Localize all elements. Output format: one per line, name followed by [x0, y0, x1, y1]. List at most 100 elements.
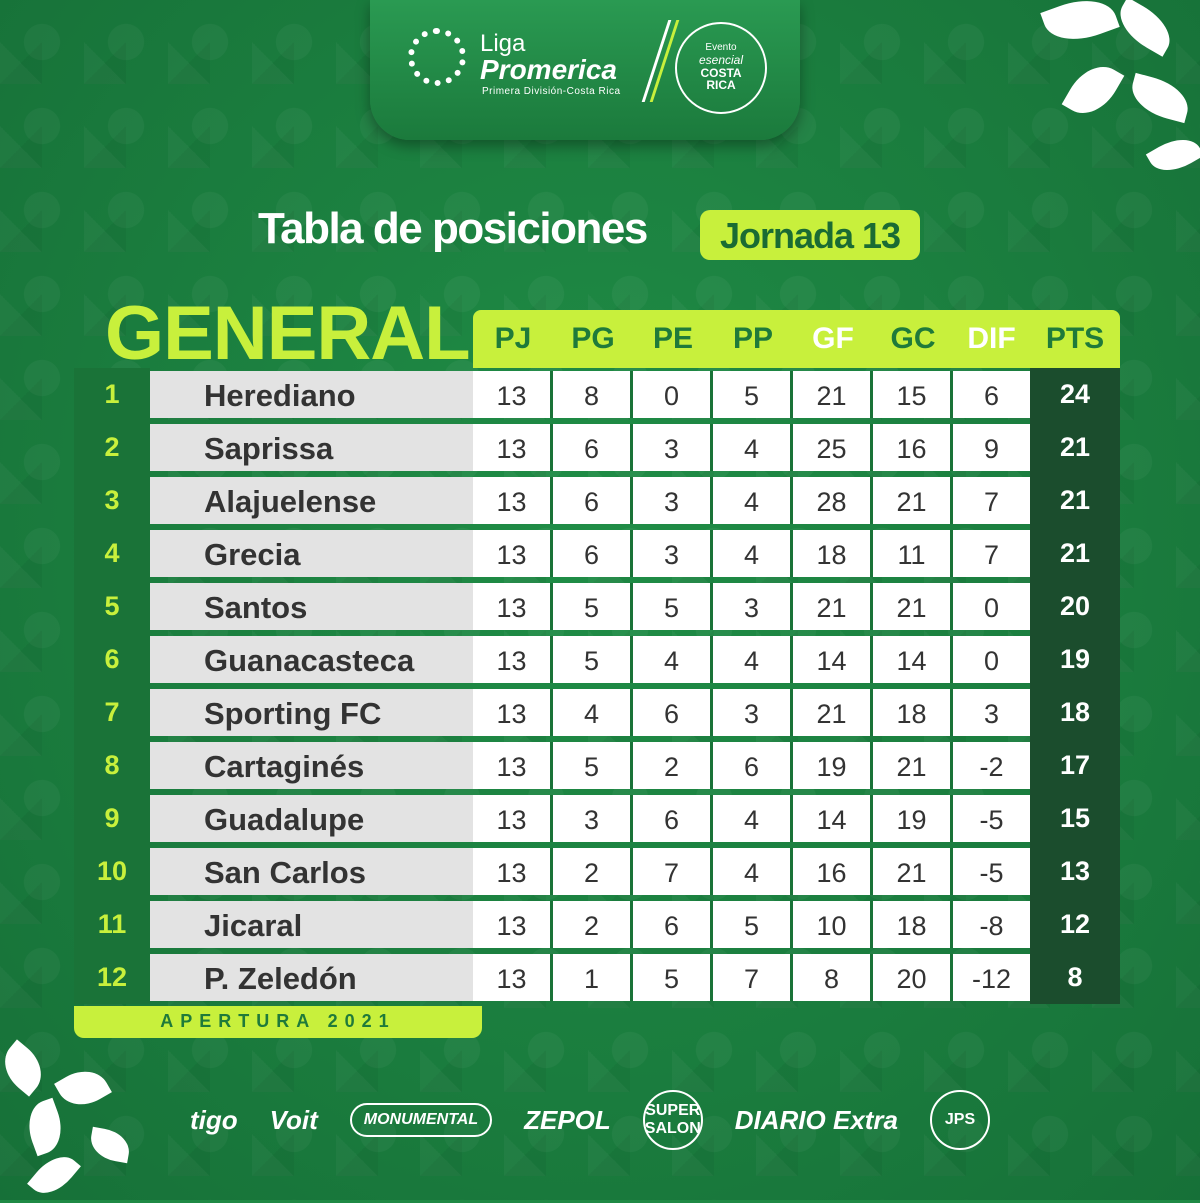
stat-cell-pp: 6	[713, 742, 793, 789]
position-cell: 5	[74, 580, 150, 633]
table-row: 8 Cartaginés 13 5 2 6 19 21 -2 17	[74, 739, 1120, 792]
table-row: 6 Guanacasteca 13 5 4 4 14 14 0 19	[74, 633, 1120, 686]
stat-cell-pj: 13	[473, 954, 553, 1001]
team-name-cell: Sporting FC	[150, 689, 473, 736]
points-cell: 19	[1030, 633, 1120, 686]
stat-cell-pp: 4	[713, 530, 793, 577]
table-row: 9 Guadalupe 13 3 6 4 14 19 -5 15	[74, 792, 1120, 845]
stat-cell-pj: 13	[473, 477, 553, 524]
position-cell: 10	[74, 845, 150, 898]
sponsor-bar: tigo Voit MONUMENTAL ZEPOL SUPER SALON DIARIO…	[190, 1085, 990, 1155]
stat-cell-dif: 6	[983, 381, 1000, 411]
stat-cell-gf: 10	[793, 901, 873, 948]
stat-cell-pp: 4	[713, 848, 793, 895]
stats-cells: 13 6 3 4 18 11 7	[473, 530, 1030, 577]
liga-word: Liga	[480, 30, 526, 57]
stat-cell-pe: 7	[633, 848, 713, 895]
stat-cell-gf: 21	[793, 371, 873, 418]
sponsor-logo: tigo	[190, 1104, 238, 1135]
stat-cell-dif: -8	[979, 911, 1004, 941]
stat-cell-pg: 2	[553, 848, 633, 895]
stat-cell-pe: 6	[633, 795, 713, 842]
evento-line: Evento	[705, 42, 737, 53]
stats-cells: 13 8 0 5 21 15 6	[473, 371, 1030, 418]
liga-logo-icon	[408, 28, 466, 86]
team-name-cell: Santos	[150, 583, 473, 630]
stat-cell-gc: 15	[873, 371, 953, 418]
position-cell: 8	[74, 739, 150, 792]
column-header-pe: PE	[652, 322, 694, 355]
points-cell: 21	[1030, 474, 1120, 527]
stats-cells: 13 5 5 3 21 21 0	[473, 583, 1030, 630]
stat-cell-pj: 13	[473, 848, 553, 895]
stat-cell-gf: 25	[793, 424, 873, 471]
points-cell: 17	[1030, 739, 1120, 792]
standings-table: 1 Herediano 13 8 0 5 21 15 6 24 2 Saprissa 13 6 3 4 25 16…	[74, 368, 1120, 1004]
stat-cell-dif: -5	[979, 858, 1004, 888]
stat-cell-gf: 19	[793, 742, 873, 789]
stat-cell-pg: 5	[553, 742, 633, 789]
stats-cells: 13 4 6 3 21 18 3	[473, 689, 1030, 736]
position-cell: 9	[74, 792, 150, 845]
points-cell: 24	[1030, 368, 1120, 421]
stat-cell-dif: 7	[983, 487, 1000, 517]
team-name-cell: Saprissa	[150, 424, 473, 471]
stat-cell-pj: 13	[473, 530, 553, 577]
position-cell: 4	[74, 527, 150, 580]
stat-cell-gc: 14	[873, 636, 953, 683]
position-cell: 3	[74, 474, 150, 527]
stat-cell-dif: 9	[983, 434, 1000, 464]
stat-cell-pe: 0	[633, 371, 713, 418]
column-header-gc: GC	[890, 322, 936, 355]
evento-line: RICA	[706, 78, 736, 92]
stat-cell-pg: 1	[553, 954, 633, 1001]
stat-cell-pg: 3	[553, 795, 633, 842]
sponsor-logo: SUPER SALON	[642, 1090, 703, 1150]
stat-cell-pe: 4	[633, 636, 713, 683]
stat-cell-gf: 18	[793, 530, 873, 577]
jornada-badge: Jornada 13	[700, 210, 920, 260]
stat-cell-pg: 6	[553, 530, 633, 577]
stat-cell-dif: 0	[983, 646, 1000, 676]
stat-cell-pp: 4	[713, 795, 793, 842]
table-row: 10 San Carlos 13 2 7 4 16 21 -5 13	[74, 845, 1120, 898]
stat-cell-gf: 14	[793, 795, 873, 842]
stat-cell-gc: 19	[873, 795, 953, 842]
points-cell: 13	[1030, 845, 1120, 898]
stats-cells: 13 5 4 4 14 14 0	[473, 636, 1030, 683]
stat-cell-pg: 6	[553, 477, 633, 524]
stat-cell-gc: 11	[873, 530, 953, 577]
position-cell: 7	[74, 686, 150, 739]
column-header-pts: PTS	[1045, 322, 1105, 355]
table-row: 2 Saprissa 13 6 3 4 25 16 9 21	[74, 421, 1120, 474]
team-name-cell: Grecia	[150, 530, 473, 577]
stat-cell-pe: 3	[633, 477, 713, 524]
points-cell: 15	[1030, 792, 1120, 845]
sponsor-logo: MONUMENTAL	[349, 1103, 493, 1137]
stat-cell-pj: 13	[473, 742, 553, 789]
stat-cell-gf: 8	[793, 954, 873, 1001]
stat-cell-gf: 16	[793, 848, 873, 895]
stat-cell-pp: 4	[713, 477, 793, 524]
team-name-cell: Guadalupe	[150, 795, 473, 842]
stats-cells: 13 6 3 4 28 21 7	[473, 477, 1030, 524]
stats-cells: 13 2 6 5 10 18 -8	[473, 901, 1030, 948]
stat-cell-pj: 13	[473, 424, 553, 471]
liga-brand: Promerica	[480, 54, 617, 85]
stats-cells: 13 5 2 6 19 21 -2	[473, 742, 1030, 789]
stat-cell-pj: 13	[473, 901, 553, 948]
liga-subtitle: Primera División-Costa Rica	[482, 86, 621, 97]
sponsor-logo: ZEPOL	[524, 1104, 611, 1135]
stat-cell-gc: 18	[873, 901, 953, 948]
sponsor-logo: JPS	[930, 1090, 990, 1150]
stat-cell-pg: 2	[553, 901, 633, 948]
stat-cell-gc: 21	[873, 742, 953, 789]
points-cell: 12	[1030, 898, 1120, 951]
stat-cell-pe: 6	[633, 901, 713, 948]
stat-cell-pe: 3	[633, 530, 713, 577]
team-name-cell: San Carlos	[150, 848, 473, 895]
column-header-pp: PP	[732, 322, 774, 355]
stat-cell-pg: 5	[553, 583, 633, 630]
stat-cell-pp: 5	[713, 901, 793, 948]
stat-cell-pe: 5	[633, 583, 713, 630]
